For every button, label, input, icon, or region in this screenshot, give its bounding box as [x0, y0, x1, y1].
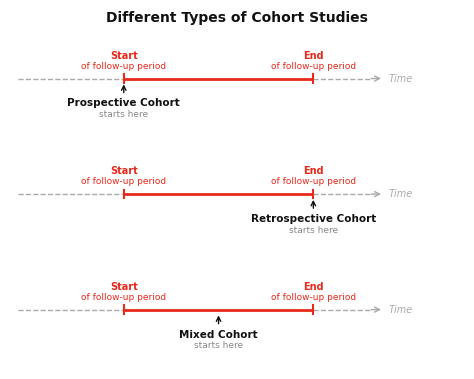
Text: of follow-up period: of follow-up period — [271, 177, 356, 186]
Text: Start: Start — [110, 51, 137, 61]
Text: starts here: starts here — [194, 341, 243, 350]
Text: of follow-up period: of follow-up period — [271, 62, 356, 71]
Text: Start: Start — [110, 166, 137, 176]
Text: of follow-up period: of follow-up period — [81, 177, 166, 186]
Text: of follow-up period: of follow-up period — [81, 293, 166, 302]
Text: starts here: starts here — [99, 110, 148, 119]
Text: End: End — [303, 282, 324, 292]
Text: Different Types of Cohort Studies: Different Types of Cohort Studies — [106, 11, 368, 25]
Text: Retrospective Cohort: Retrospective Cohort — [251, 214, 376, 224]
Text: Time: Time — [388, 305, 412, 315]
Text: End: End — [303, 51, 324, 61]
Text: starts here: starts here — [289, 226, 338, 235]
Text: of follow-up period: of follow-up period — [81, 62, 166, 71]
Text: Time: Time — [388, 189, 412, 199]
Text: Time: Time — [388, 74, 412, 83]
Text: of follow-up period: of follow-up period — [271, 293, 356, 302]
Text: End: End — [303, 166, 324, 176]
Text: Start: Start — [110, 282, 137, 292]
Text: Mixed Cohort: Mixed Cohort — [179, 329, 258, 340]
Text: Prospective Cohort: Prospective Cohort — [67, 99, 180, 108]
